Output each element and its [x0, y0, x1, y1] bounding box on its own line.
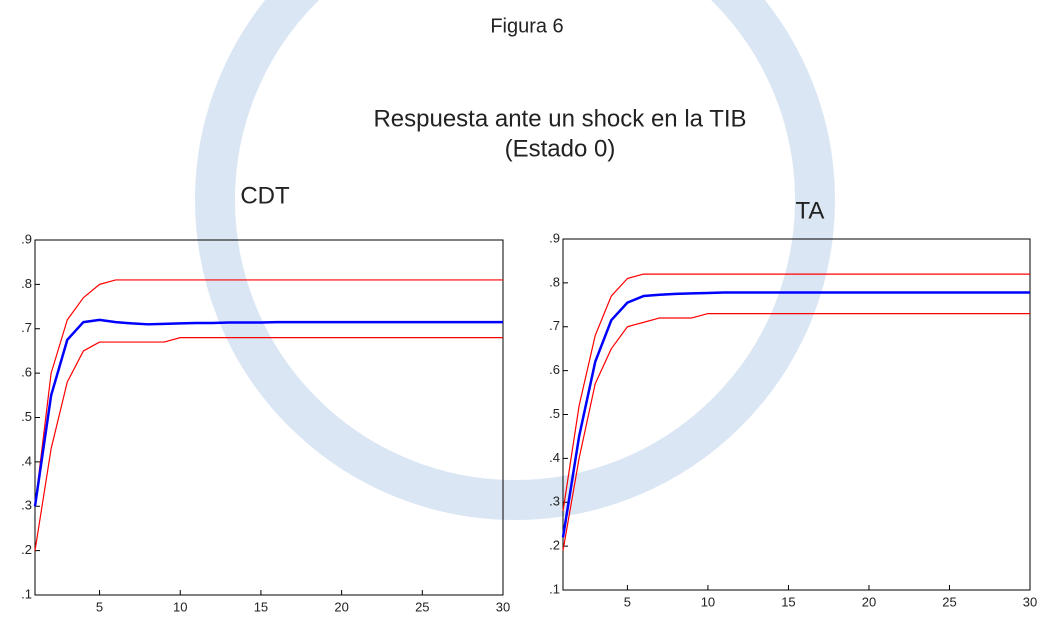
y-tick-label: .7 [549, 318, 560, 333]
y-tick-label: .3 [549, 494, 560, 509]
x-tick-label: 30 [1023, 594, 1037, 609]
y-tick-label: .4 [21, 453, 32, 468]
x-tick-label: 15 [781, 594, 795, 609]
y-tick-label: .5 [549, 406, 560, 421]
y-tick-label: .2 [21, 542, 32, 557]
x-tick-label: 30 [496, 599, 510, 614]
y-tick-label: .2 [549, 538, 560, 553]
y-tick-label: .6 [21, 365, 32, 380]
x-tick-label: 20 [862, 594, 876, 609]
y-tick-label: .1 [549, 581, 560, 596]
series-line [562, 273, 1030, 512]
figure-title: Respuesta ante un shock en la TIB [373, 105, 746, 132]
series-line [33, 318, 503, 507]
series-line [562, 312, 1030, 551]
y-tick-label: .8 [21, 276, 32, 291]
series-line [561, 291, 1030, 538]
y-tick-label: .3 [21, 498, 32, 513]
y-tick-label: .6 [549, 362, 560, 377]
figure-label: Figura 6 [490, 15, 563, 37]
x-tick-label: 5 [624, 594, 631, 609]
plot-frame [34, 239, 504, 596]
y-tick-label: .4 [549, 450, 560, 465]
chart-title: CDT [240, 182, 290, 209]
x-tick-label: 5 [96, 599, 103, 614]
watermark [195, 0, 835, 520]
y-tick-label: .5 [21, 409, 32, 424]
y-tick-label: .9 [21, 231, 32, 246]
x-tick-label: 25 [415, 599, 429, 614]
x-tick-label: 10 [701, 594, 715, 609]
x-tick-label: 20 [334, 599, 348, 614]
y-tick-label: .1 [21, 586, 32, 601]
x-tick-label: 10 [173, 599, 187, 614]
series-line [34, 337, 503, 551]
x-tick-label: 25 [942, 594, 956, 609]
x-tick-label: 15 [254, 599, 268, 614]
y-tick-label: .9 [549, 230, 560, 245]
chart-title: TA [796, 197, 825, 224]
y-tick-label: .7 [21, 320, 32, 335]
figure-subtitle: (Estado 0) [505, 135, 616, 162]
series-line [34, 279, 503, 507]
y-tick-label: .8 [549, 274, 560, 289]
